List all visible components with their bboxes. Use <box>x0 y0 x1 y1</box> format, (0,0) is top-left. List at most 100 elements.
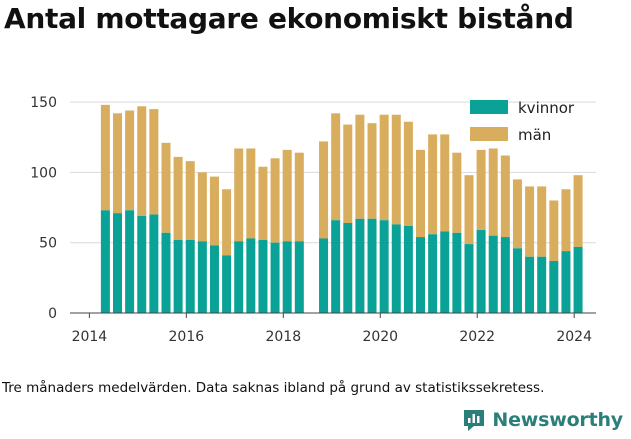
bar-man <box>161 142 171 233</box>
bar-kvinnor <box>537 256 547 313</box>
bar-man <box>440 134 450 232</box>
bar-kvinnor <box>185 239 195 313</box>
bar-kvinnor <box>197 241 207 313</box>
bar-man <box>125 110 135 211</box>
x-tick-label: 2020 <box>362 329 398 345</box>
legend-label: kvinnor <box>518 99 575 117</box>
bar-man <box>452 152 462 233</box>
bar-kvinnor <box>561 251 571 313</box>
bar-kvinnor <box>343 223 353 313</box>
bar-kvinnor <box>222 255 232 313</box>
legend-swatch-man <box>470 127 508 141</box>
axes: 0 50 100 150 2014 2016 2018 2020 2022 2024 <box>30 95 596 345</box>
bar-kvinnor <box>476 230 486 313</box>
bar-man <box>319 141 329 239</box>
bar-kvinnor <box>488 235 498 313</box>
bar-kvinnor <box>173 239 183 313</box>
bar-kvinnor <box>100 210 110 313</box>
bar-man <box>270 158 280 243</box>
bar-man <box>573 175 583 247</box>
chart-title: Antal mottagare ekonomiskt bistånd <box>4 2 574 35</box>
bar-man <box>137 106 147 216</box>
bar-kvinnor <box>573 246 583 313</box>
brand-logo[interactable]: Newsworthy <box>462 408 623 432</box>
stacked-bar-chart: 0 50 100 150 2014 2016 2018 2020 2022 2024 kvinno… <box>30 95 596 345</box>
y-tick-label: 50 <box>39 236 57 252</box>
bar-kvinnor <box>525 256 535 313</box>
bar-kvinnor <box>149 214 159 313</box>
bar-kvinnor <box>294 241 304 313</box>
x-tick-label: 2022 <box>459 329 495 345</box>
bar-kvinnor <box>125 210 135 313</box>
bar-kvinnor <box>379 220 389 313</box>
bar-man <box>537 186 547 257</box>
bar-man <box>476 149 486 231</box>
bar-man <box>367 123 377 219</box>
bar-kvinnor <box>234 241 244 313</box>
bar-kvinnor <box>416 237 426 313</box>
bar-kvinnor <box>319 238 329 313</box>
bar-man <box>391 114 401 225</box>
bar-kvinnor <box>440 231 450 313</box>
footnote: Tre månaders medelvärden. Data saknas ib… <box>2 380 545 396</box>
bar-man <box>355 114 365 219</box>
legend-swatch-kvinnor <box>470 100 508 114</box>
bar-kvinnor <box>367 218 377 313</box>
bar-kvinnor <box>209 245 219 313</box>
bar-man <box>500 155 510 238</box>
bar-man <box>428 134 438 235</box>
bar-man <box>343 124 353 223</box>
bar-kvinnor <box>464 244 474 313</box>
bar-kvinnor <box>246 238 256 313</box>
bar-man <box>222 189 232 256</box>
y-tick-label: 0 <box>48 306 57 322</box>
bar-man <box>197 172 207 242</box>
bar-kvinnor <box>391 224 401 313</box>
bar-man <box>173 156 183 240</box>
bar-kvinnor <box>282 241 292 313</box>
bar-man <box>464 175 474 245</box>
bar-man <box>100 104 110 211</box>
bar-man <box>258 166 268 240</box>
bar-kvinnor <box>549 260 559 313</box>
bar-kvinnor <box>428 234 438 313</box>
bar-man <box>113 113 123 214</box>
x-tick-label: 2016 <box>169 329 205 345</box>
bar-kvinnor <box>512 248 522 313</box>
bar-chart-logo-icon <box>464 410 485 431</box>
bar-man <box>379 114 389 221</box>
x-tick-label: 2018 <box>265 329 301 345</box>
bar-man <box>149 109 159 215</box>
bar-man <box>294 152 304 242</box>
legend-label: män <box>518 126 551 144</box>
bar-kvinnor <box>113 213 123 313</box>
bar-kvinnor <box>331 220 341 313</box>
bar-man <box>234 148 244 242</box>
y-tick-label: 150 <box>30 95 57 111</box>
bar-man <box>209 176 219 246</box>
bar-kvinnor <box>161 232 171 313</box>
brand-name: Newsworthy <box>492 409 623 431</box>
bars <box>100 104 583 313</box>
bar-man <box>512 179 522 249</box>
bar-man <box>561 189 571 252</box>
y-tick-label: 100 <box>30 165 57 181</box>
x-tick-label: 2014 <box>72 329 108 345</box>
bar-man <box>331 113 341 221</box>
bar-kvinnor <box>137 215 147 313</box>
bar-man <box>282 149 292 242</box>
bar-kvinnor <box>258 239 268 313</box>
bar-kvinnor <box>452 232 462 313</box>
bar-kvinnor <box>500 237 510 313</box>
bar-man <box>488 148 498 236</box>
bar-man <box>549 200 559 261</box>
bar-man <box>416 149 426 238</box>
legend: kvinnor män <box>470 99 575 144</box>
bar-kvinnor <box>403 225 413 313</box>
bar-man <box>525 186 535 257</box>
x-tick-label: 2024 <box>556 329 592 345</box>
bar-man <box>403 121 413 226</box>
bar-kvinnor <box>355 218 365 313</box>
bar-kvinnor <box>270 242 280 313</box>
bar-man <box>246 148 256 239</box>
